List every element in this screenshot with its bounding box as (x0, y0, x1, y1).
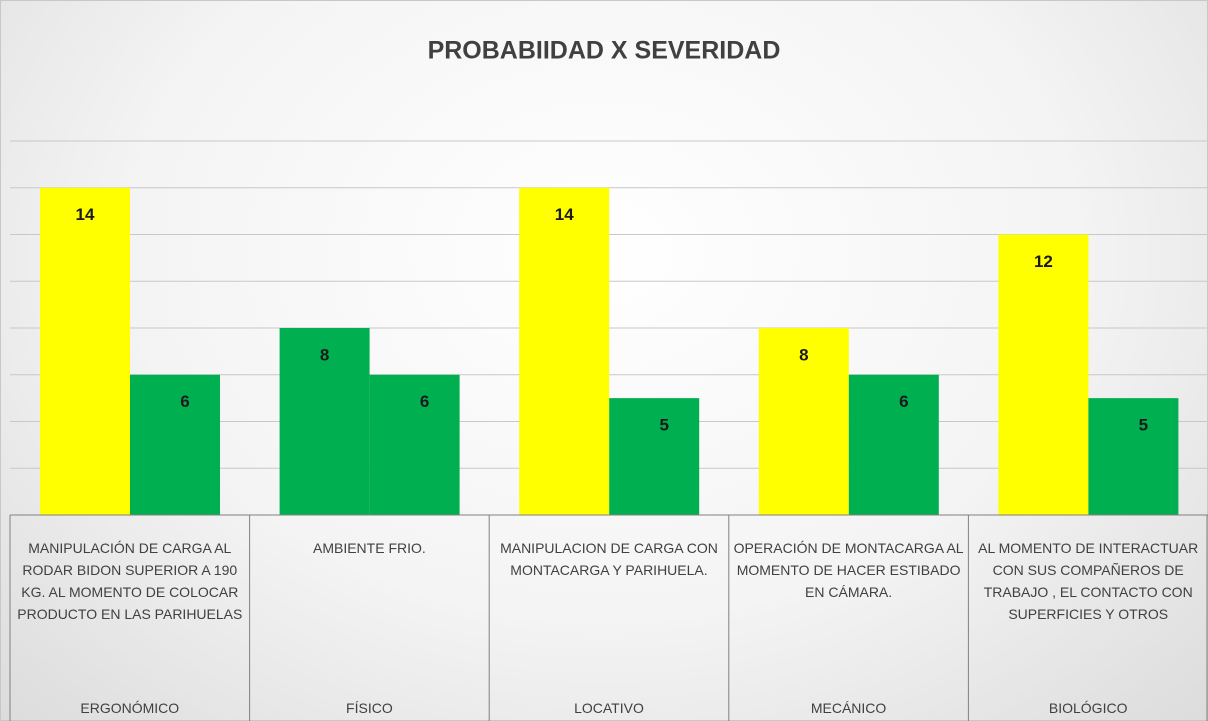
group-label: LOCATIVO (574, 700, 644, 716)
x-tick-label: OPERACIÓN DE MONTACARGA AL MOMENTO DE HA… (733, 540, 964, 600)
bar (609, 398, 700, 515)
data-label: 14 (555, 205, 574, 224)
bar (40, 187, 130, 515)
data-label: 5 (659, 416, 668, 435)
group-label: FÍSICO (346, 700, 393, 716)
x-tick-label: MANIPULACIÓN DE CARGA AL RODAR BIDON SUP… (17, 540, 243, 622)
data-label: 6 (180, 392, 189, 411)
group-label: MECÁNICO (810, 700, 887, 716)
bar (1088, 398, 1179, 515)
bar (848, 374, 939, 515)
data-label: 8 (320, 345, 329, 364)
data-label: 6 (899, 392, 908, 411)
bar (998, 234, 1089, 515)
data-label: 12 (1034, 252, 1053, 271)
x-tick-label: MANIPULACION DE CARGA CON MONTACARGA Y P… (500, 540, 718, 578)
group-label: BIOLÓGICO (1048, 700, 1128, 716)
bar (369, 374, 460, 515)
bar (130, 374, 220, 515)
x-tick-label: AMBIENTE FRIO. (312, 540, 426, 556)
bar (519, 187, 610, 515)
bar (279, 328, 370, 515)
bar (758, 328, 849, 515)
data-label: 8 (799, 345, 808, 364)
chart-title: PROBABIIDAD X SEVERIDAD (428, 37, 781, 65)
x-tick-label: AL MOMENTO DE INTERACTUAR CON SUS COMPAÑ… (978, 540, 1199, 622)
data-label: 6 (420, 392, 429, 411)
data-label: 14 (76, 205, 95, 224)
group-label: ERGONÓMICO (80, 700, 180, 716)
data-label: 5 (1139, 416, 1148, 435)
